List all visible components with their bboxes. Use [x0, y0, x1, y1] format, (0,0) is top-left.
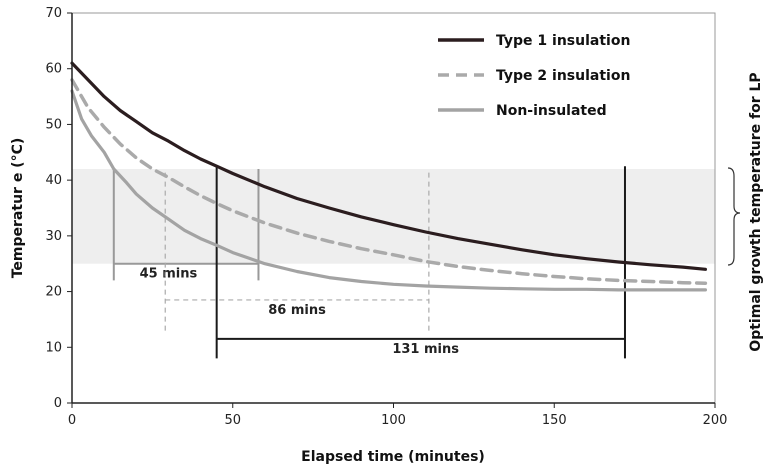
x-tick-label: 100 [381, 413, 406, 428]
annotation-label: 86 mins [268, 303, 326, 318]
y-tick-label: 60 [45, 62, 62, 77]
series-line [70, 78, 708, 285]
band-label: Optimal growth temperature for LP [748, 72, 764, 351]
y-tick-label: 10 [45, 340, 62, 355]
y-tick-label: 30 [45, 229, 62, 244]
x-tick-label: 0 [68, 413, 76, 428]
series-line [70, 61, 707, 271]
y-axis-title: Temperatur e (°C) [10, 138, 26, 279]
band-brace [727, 167, 741, 266]
legend-label: Type 1 insulation [496, 33, 630, 49]
y-tick-label: 70 [45, 6, 62, 21]
series-line [70, 89, 707, 292]
y-tick-label: 40 [45, 173, 62, 188]
legend-label: Type 2 insulation [496, 68, 630, 84]
y-tick-label: 0 [54, 396, 62, 411]
x-tick-label: 50 [224, 413, 241, 428]
x-tick-label: 200 [703, 413, 728, 428]
duration-annotation: 86 mins [164, 169, 430, 331]
y-tick-label: 50 [45, 117, 62, 132]
x-tick-label: 150 [542, 413, 567, 428]
y-tick-label: 20 [45, 285, 62, 300]
optimal-band [72, 169, 715, 264]
x-axis-title: Elapsed time (minutes) [301, 449, 485, 465]
annotation-label: 45 mins [140, 267, 198, 282]
legend-label: Non-insulated [496, 103, 607, 119]
annotation-label: 131 mins [392, 342, 459, 357]
